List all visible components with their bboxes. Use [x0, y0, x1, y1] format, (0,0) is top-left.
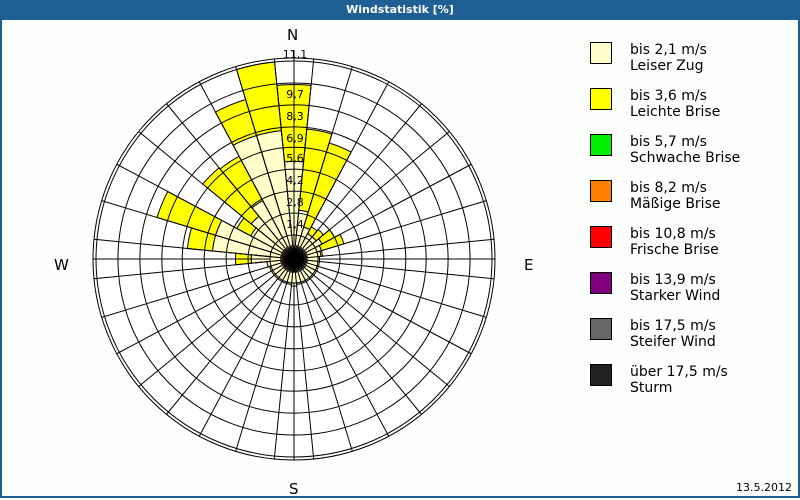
rose-spoke	[93, 238, 271, 258]
rose-spoke	[93, 260, 271, 280]
legend-item: bis 10,8 m/s Frische Brise	[590, 226, 790, 272]
rose-spoke	[198, 81, 284, 239]
wind-rose-chart: 1,4 2,8 4,2 5,6 6,9 8,3 9,7 11,1	[92, 48, 496, 461]
ring-label: 4,2	[286, 174, 304, 187]
legend-swatch	[590, 180, 612, 202]
legend-range: bis 5,7 m/s	[630, 134, 707, 150]
rose-spoke	[101, 200, 272, 253]
rose-spoke	[138, 131, 276, 245]
rose-spoke	[308, 103, 422, 241]
legend-item: bis 17,5 m/s Steifer Wind	[590, 318, 790, 364]
legend-label: Frische Brise	[630, 242, 719, 258]
legend-label: Starker Wind	[630, 288, 721, 304]
legend-range: bis 10,8 m/s	[630, 226, 716, 242]
rose-spoke	[273, 58, 293, 236]
rose-spoke	[166, 277, 280, 415]
rose-spoke	[116, 163, 274, 249]
compass-east-label: E	[524, 256, 534, 274]
legend-range: bis 13,9 m/s	[630, 272, 716, 288]
ring-label: 8,3	[286, 110, 304, 123]
legend-item: über 17,5 m/s Sturm	[590, 364, 790, 410]
legend-item: bis 13,9 m/s Starker Wind	[590, 272, 790, 318]
rose-spoke	[312, 273, 450, 387]
rose-spoke	[304, 81, 390, 239]
ring-label: 2,8	[286, 196, 304, 209]
legend-item: bis 8,2 m/s Mäßige Brise	[590, 180, 790, 226]
legend-swatch	[590, 364, 612, 386]
rose-spoke	[295, 282, 315, 460]
ring-label: 6,9	[286, 132, 304, 145]
rose-spoke	[295, 58, 315, 236]
rose-spoke	[317, 260, 495, 280]
ring-label: 5,6	[286, 152, 304, 165]
rose-spoke	[300, 66, 353, 237]
legend-swatch	[590, 134, 612, 156]
legend-label: Sturm	[630, 380, 673, 396]
rose-spoke	[316, 200, 487, 253]
rose-spoke	[101, 265, 272, 318]
legend-swatch	[590, 42, 612, 64]
legend-label: Mäßige Brise	[630, 196, 721, 212]
legend-swatch	[590, 88, 612, 110]
rose-spoke	[138, 273, 276, 387]
rose-spoke	[308, 277, 422, 415]
rose-spoke	[300, 281, 353, 452]
rose-spoke	[198, 279, 284, 437]
legend-label: Leichte Brise	[630, 104, 721, 120]
rose-spoke	[304, 279, 390, 437]
legend-swatch	[590, 272, 612, 294]
rose-spoke	[314, 163, 472, 249]
legend-range: bis 8,2 m/s	[630, 180, 707, 196]
ring-label: 9,7	[286, 88, 304, 101]
rose-spoke	[314, 269, 472, 355]
rose-spoke	[166, 103, 280, 241]
rose-spoke	[273, 282, 293, 460]
rose-spoke	[312, 131, 450, 245]
legend-label: Leiser Zug	[630, 58, 704, 74]
legend-range: über 17,5 m/s	[630, 364, 728, 380]
ring-label: 1,4	[286, 218, 304, 231]
date-stamp: 13.5.2012	[736, 481, 792, 494]
rose-spoke	[317, 238, 495, 258]
rose-spoke	[116, 269, 274, 355]
compass-west-label: W	[54, 256, 69, 274]
ring-label: 11,1	[283, 48, 308, 61]
legend-swatch	[590, 318, 612, 340]
legend-range: bis 2,1 m/s	[630, 42, 707, 58]
rose-spoke	[235, 281, 288, 452]
legend-item: bis 2,1 m/s Leiser Zug	[590, 42, 790, 88]
chart-title: Windstatistik [%]	[0, 0, 800, 20]
rose-spoke	[235, 66, 288, 237]
legend-range: bis 17,5 m/s	[630, 318, 716, 334]
legend-item: bis 5,7 m/s Schwache Brise	[590, 134, 790, 180]
compass-north-label: N	[287, 26, 299, 44]
legend-swatch	[590, 226, 612, 248]
rose-spoke	[316, 265, 487, 318]
legend-label: Steifer Wind	[630, 334, 716, 350]
compass-south-label: S	[289, 480, 299, 498]
legend-range: bis 3,6 m/s	[630, 88, 707, 104]
legend-item: bis 3,6 m/s Leichte Brise	[590, 88, 790, 134]
legend-label: Schwache Brise	[630, 150, 741, 166]
